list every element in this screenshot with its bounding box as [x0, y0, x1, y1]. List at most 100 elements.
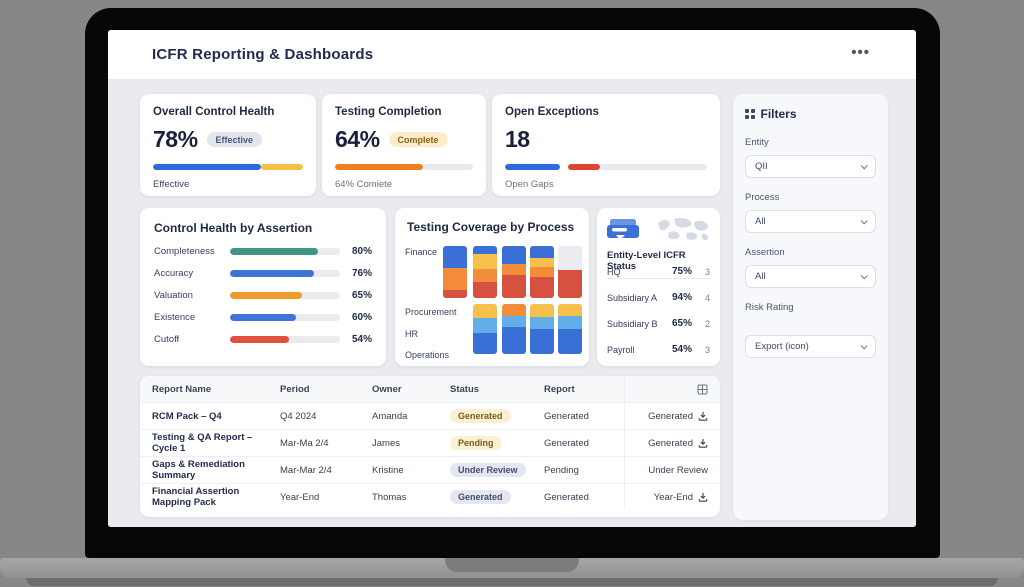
download-icon[interactable]	[698, 411, 708, 421]
filter-label-entity: Entity	[745, 137, 769, 148]
report-name: Testing & QA Report – Cycle 1	[152, 432, 253, 454]
stacked-column	[530, 246, 554, 298]
stacked-column	[530, 304, 554, 354]
stacked-column	[443, 246, 467, 298]
stacked-column	[502, 304, 526, 354]
entity-name: Payroll	[607, 344, 635, 355]
chevron-down-icon	[860, 272, 868, 280]
stack-segment	[473, 318, 497, 333]
entity-select-value: QII	[755, 161, 768, 172]
filters-grid-icon	[745, 109, 755, 119]
stack-segment	[530, 246, 554, 258]
bar-track	[230, 292, 340, 299]
chevron-down-icon	[860, 162, 868, 170]
report-owner: Amanda	[372, 410, 408, 422]
process-select-value: All	[755, 216, 766, 227]
progress-segment	[261, 164, 303, 170]
report-owner: James	[372, 437, 400, 449]
download-icon[interactable]	[698, 492, 708, 502]
grid-icon[interactable]	[697, 384, 708, 395]
entity-count: 4	[704, 292, 710, 303]
more-menu-icon[interactable]: •••	[851, 44, 870, 61]
progress-segment	[567, 164, 600, 170]
entity-percent: 94%	[671, 292, 692, 303]
kpi-card-testing-completion: Testing Completion 64% Complete 64% Comi…	[322, 94, 486, 196]
table-row[interactable]: Gaps & Remediation Summary Mar-Mar 2/4 K…	[140, 456, 720, 483]
filter-label-risk-rating: Risk Rating	[745, 302, 794, 313]
filter-label-process: Process	[745, 192, 780, 203]
assertion-label: Existence	[154, 312, 196, 323]
table-row[interactable]: RCM Pack – Q4 Q4 2024 Amanda Generated G…	[140, 402, 720, 429]
stack-segment	[502, 327, 526, 354]
assertion-row: Cutoff 54%	[154, 334, 372, 345]
report-period: Year-End	[280, 491, 320, 503]
stack-segment	[502, 304, 526, 316]
table-row[interactable]: Financial Assertion Mapping Pack Year-En…	[140, 483, 720, 510]
report-period: Mar-Mar 2/4	[280, 464, 332, 476]
kpi-caption: Effective	[153, 179, 190, 190]
progress-bar	[153, 164, 303, 170]
chevron-down-icon	[860, 342, 868, 350]
column-header-report[interactable]: Report	[544, 383, 575, 395]
assertion-value: 80%	[351, 246, 372, 257]
panel-testing-coverage-by-process: Testing Coverage by Process Finance Proc…	[395, 208, 589, 366]
assertion-select-value: All	[755, 271, 766, 282]
bar-fill	[230, 248, 318, 255]
assertion-select[interactable]: All	[745, 265, 876, 288]
stack-segment	[443, 246, 467, 268]
process-label: Procurement	[405, 307, 457, 317]
entity-row: Subsidiary B 65% 2	[607, 318, 710, 329]
entity-row: Subsidiary A 94% 4	[607, 292, 710, 303]
report-owner: Thomas	[372, 491, 407, 503]
assertion-label: Cutoff	[154, 334, 180, 345]
assertion-row: Accuracy 76%	[154, 268, 372, 279]
assertion-value: 54%	[351, 334, 372, 345]
assertion-label: Completeness	[154, 246, 215, 257]
filters-panel: Filters Entity QII Process All Assertion…	[733, 94, 888, 520]
stack-segment	[473, 253, 497, 269]
report-state: Generated	[544, 437, 589, 449]
stack-segment	[530, 317, 554, 329]
column-header-status[interactable]: Status	[450, 383, 480, 395]
column-header-period[interactable]: Period	[280, 383, 310, 395]
entity-name: Subsidiary B	[607, 318, 658, 329]
stack-segment	[473, 304, 497, 318]
stack-segment	[558, 316, 582, 329]
page-title: ICFR Reporting & Dashboards	[152, 46, 374, 63]
stack-segment	[558, 329, 582, 354]
assertion-label: Accuracy	[154, 268, 194, 279]
progress-segment	[423, 164, 473, 170]
app-header: ICFR Reporting & Dashboards •••	[108, 30, 916, 80]
entity-row: HQ 75% 3	[607, 266, 710, 277]
stack-segment	[530, 276, 554, 298]
stack-segment	[502, 316, 526, 327]
assertion-value: 76%	[351, 268, 372, 279]
stack-segment	[473, 281, 497, 298]
status-badge: Generated	[450, 408, 511, 423]
stack-segment	[558, 269, 582, 298]
panel-title: Control Health by Assertion	[154, 221, 313, 235]
reports-table: Report Name Period Owner Status Report R…	[140, 376, 720, 517]
report-state: Generated	[544, 491, 589, 503]
table-row[interactable]: Testing & QA Report – Cycle 1 Mar-Ma 2/4…	[140, 429, 720, 456]
stack-segment	[502, 264, 526, 276]
column-header-owner[interactable]: Owner	[372, 383, 402, 395]
status-badge: Pending	[450, 435, 502, 450]
bar-track	[230, 248, 340, 255]
kpi-card-open-exceptions: Open Exceptions 18 Open Gaps	[492, 94, 720, 196]
status-badge: Under Review	[450, 462, 526, 477]
progress-segment	[153, 164, 261, 170]
entity-select[interactable]: QII	[745, 155, 876, 178]
table-header-row: Report Name Period Owner Status Report	[140, 376, 720, 402]
bar-track	[230, 314, 340, 321]
status-badge: Effective	[206, 132, 263, 147]
assertion-value: 60%	[351, 312, 372, 323]
entity-name: HQ	[607, 266, 621, 277]
kpi-card-overall-control-health: Overall Control Health 78% Effective Eff…	[140, 94, 316, 196]
export-select[interactable]: Export (icon)	[745, 335, 876, 358]
download-icon[interactable]	[698, 438, 708, 448]
column-header-report-name[interactable]: Report Name	[152, 383, 212, 395]
entity-row: Payroll 54% 3	[607, 344, 710, 355]
progress-bar	[335, 164, 473, 170]
process-select[interactable]: All	[745, 210, 876, 233]
